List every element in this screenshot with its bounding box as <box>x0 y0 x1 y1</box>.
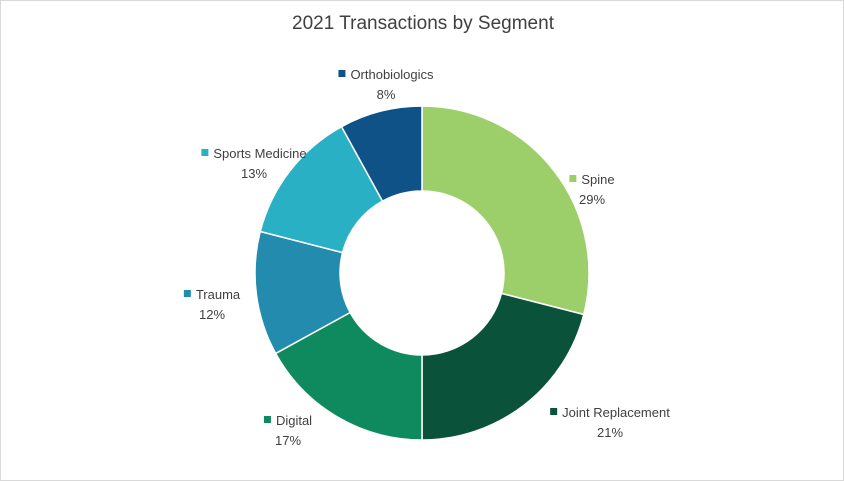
label-value-joint-replacement: 21% <box>597 425 623 440</box>
label-value-digital: 17% <box>275 433 301 448</box>
chart-title: 2021 Transactions by Segment <box>292 13 554 34</box>
label-text-trauma: Trauma <box>196 287 241 302</box>
legend-key-joint-replacement <box>550 408 558 415</box>
label-text-joint-replacement: Joint Replacement <box>562 405 670 420</box>
data-label-sports-medicine: Sports Medicine 13% <box>201 146 307 181</box>
data-label-trauma: Trauma 12% <box>183 287 241 322</box>
legend-key-sports-medicine <box>201 149 209 156</box>
labels-layer: Spine 29% Joint Replacement 21% Digital 17% Tr… <box>183 67 670 448</box>
label-text-sports-medicine: Sports Medicine <box>213 146 306 161</box>
label-value-orthobiologics: 8% <box>377 87 396 102</box>
data-label-orthobiologics: Orthobiologics 8% <box>338 67 434 102</box>
slice-orthobiologics <box>340 105 423 203</box>
label-value-trauma: 12% <box>199 307 225 322</box>
label-text-digital: Digital <box>276 413 312 428</box>
slice-joint-replacement <box>421 292 585 441</box>
label-text-orthobiologics: Orthobiologics <box>350 67 434 82</box>
label-value-sports-medicine: 13% <box>241 166 267 181</box>
legend-key-orthobiologics <box>338 70 346 77</box>
label-value-spine: 29% <box>579 192 605 207</box>
legend-key-spine <box>569 175 577 182</box>
data-label-digital: Digital 17% <box>263 413 312 448</box>
slices-layer <box>254 105 590 441</box>
data-label-spine: Spine 29% <box>569 172 615 207</box>
legend-key-digital <box>263 416 271 423</box>
label-text-spine: Spine <box>581 172 614 187</box>
data-label-joint-replacement: Joint Replacement 21% <box>550 405 670 440</box>
legend-key-trauma <box>183 290 191 297</box>
slice-spine <box>421 105 590 316</box>
slice-digital <box>274 311 423 441</box>
